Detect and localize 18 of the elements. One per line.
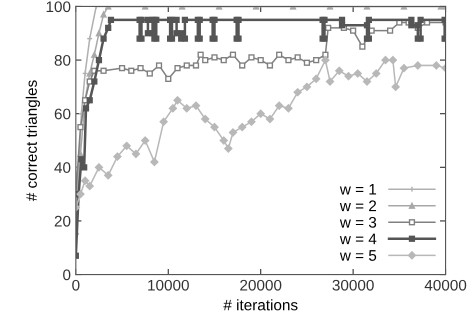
y-tick-label: 60 (54, 108, 70, 120)
y-tick-label: 80 (54, 54, 70, 66)
y-axis-title: # correct triangles (26, 80, 40, 202)
x-tick-label: 30000 (332, 280, 374, 291)
x-axis-title: # iterations (223, 299, 298, 310)
legend-label: w = 2 (340, 200, 376, 212)
y-tick-label: 0 (63, 269, 70, 280)
x-tick-label: 0 (72, 280, 80, 291)
x-tick-label: 10000 (148, 280, 189, 291)
y-tick-label: 40 (54, 162, 70, 173)
x-tick-label: 40000 (424, 280, 466, 291)
y-tick-label: 100 (46, 1, 70, 12)
legend-label: w = 5 (340, 250, 376, 261)
legend-label: w = 3 (340, 216, 376, 228)
y-tick-label: 20 (54, 216, 70, 227)
legend-label: w = 4 (340, 234, 376, 244)
legend-label: w = 1 (340, 184, 376, 195)
x-tick-label: 20000 (240, 280, 282, 291)
